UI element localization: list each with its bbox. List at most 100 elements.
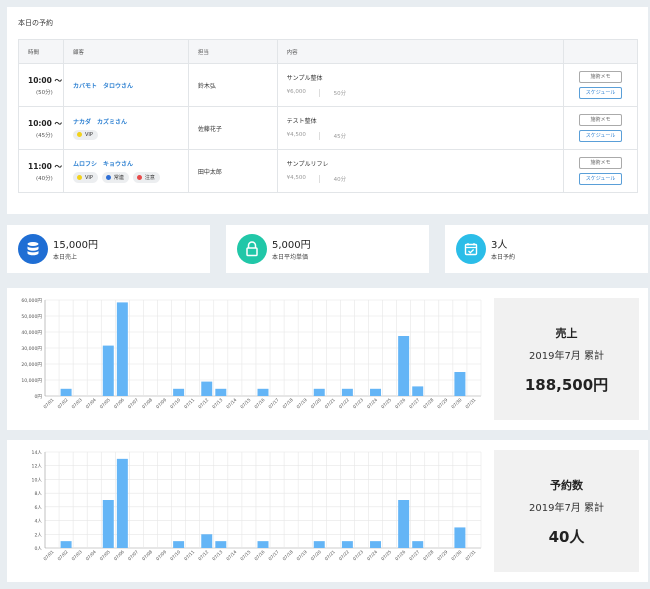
bar xyxy=(398,336,410,396)
schedule-button[interactable]: スケジュール xyxy=(579,130,623,142)
x-tick-label: 07/13 xyxy=(211,397,224,410)
customer-name-link[interactable]: カバモト タロウさん xyxy=(72,82,133,90)
bar xyxy=(398,500,410,548)
x-tick-label: 07/18 xyxy=(282,549,295,562)
customer-name-link[interactable]: ナカダ カズミさん xyxy=(72,118,127,126)
service-name: サンプルリフレ xyxy=(286,161,329,168)
col-content-header: 内容 xyxy=(276,39,565,64)
stat-card-sales: 15,000円 本日売上 xyxy=(7,225,210,273)
customer-name-link[interactable]: ムロフシ キョウさん xyxy=(72,161,133,168)
col-customer-header: 顧客 xyxy=(62,39,189,64)
y-tick-label: 6人 xyxy=(34,505,42,511)
actions-cell: 施術メモスケジュール xyxy=(563,106,638,150)
summary-title: 売上 xyxy=(555,327,578,340)
x-tick-label: 07/25 xyxy=(380,549,393,562)
staff-cell: 佐藤花子 xyxy=(187,106,278,150)
schedule-button[interactable]: スケジュール xyxy=(579,87,623,99)
time-cell: 10:00 〜 (50分) xyxy=(18,63,64,107)
bar xyxy=(412,386,424,396)
calendar-check-icon xyxy=(456,234,486,264)
stat-value: 5,000円 xyxy=(272,240,311,251)
x-tick-label: 07/03 xyxy=(71,549,84,562)
y-tick-label: 10人 xyxy=(32,477,43,483)
x-tick-label: 07/16 xyxy=(253,397,266,410)
bar xyxy=(313,541,325,548)
bar xyxy=(116,302,128,396)
customer-tags: VIP 常連 注意 xyxy=(72,172,188,183)
bar xyxy=(412,541,424,548)
y-tick-label: 20,000円 xyxy=(21,362,42,368)
tag-label: VIP xyxy=(84,131,93,138)
bar xyxy=(60,541,72,548)
x-tick-label: 07/29 xyxy=(436,397,449,410)
table-row: 10:00 〜 (45分) ナカダ カズミさん VIP 佐藤花子 テスト整体 ¥4,500 4… xyxy=(18,106,638,150)
panel-title: 本日の予約 xyxy=(18,19,53,27)
service-minutes: 45分 xyxy=(333,134,347,140)
treatment-memo-button[interactable]: 施術メモ xyxy=(579,157,623,169)
customer-tag: VIP xyxy=(72,172,98,183)
lock-icon xyxy=(237,234,267,264)
x-tick-label: 07/22 xyxy=(338,397,351,410)
customer-cell: ナカダ カズミさん VIP xyxy=(62,106,189,150)
service-details: ¥4,500 40分 xyxy=(287,175,563,183)
reservations-table: 時間 顧客 担当 内容 10:00 〜 (50分) カバモト タロウさん 鈴木弘 サンプ… xyxy=(18,39,638,193)
x-tick-label: 07/07 xyxy=(127,549,140,562)
stat-card-bookings: 3人 本日予約 xyxy=(445,225,648,273)
reservation-time: 10:00 〜 xyxy=(28,118,62,128)
x-tick-label: 07/15 xyxy=(239,397,252,410)
staff-name: 佐藤花子 xyxy=(197,125,222,133)
x-tick-label: 07/16 xyxy=(253,549,266,562)
reservation-time: 10:00 〜 xyxy=(28,75,62,85)
treatment-memo-button[interactable]: 施術メモ xyxy=(579,114,623,126)
bar xyxy=(370,541,382,548)
x-tick-label: 07/28 xyxy=(422,397,435,410)
reservation-time: 11:00 〜 xyxy=(28,161,62,171)
schedule-button[interactable]: スケジュール xyxy=(579,173,623,185)
x-tick-label: 07/13 xyxy=(211,549,224,562)
y-tick-label: 12人 xyxy=(32,464,43,470)
x-tick-label: 07/26 xyxy=(394,549,407,562)
summary-title: 予約数 xyxy=(550,479,583,492)
actions-cell: 施術メモスケジュール xyxy=(563,63,638,107)
bar xyxy=(341,541,353,548)
content-cell: サンプルリフレ ¥4,500 40分 xyxy=(276,149,565,193)
staff-cell: 田中太郎 xyxy=(187,149,278,193)
y-tick-label: 4人 xyxy=(34,519,42,525)
x-tick-label: 07/06 xyxy=(113,549,126,562)
x-tick-label: 07/26 xyxy=(394,397,407,410)
col-time-header: 時間 xyxy=(18,39,64,64)
x-tick-label: 07/19 xyxy=(296,549,309,562)
x-tick-label: 07/19 xyxy=(296,397,309,410)
x-tick-label: 07/22 xyxy=(338,549,351,562)
x-tick-label: 07/05 xyxy=(99,549,112,562)
treatment-memo-button[interactable]: 施術メモ xyxy=(579,71,623,83)
customer-cell: カバモト タロウさん xyxy=(62,63,189,107)
tag-dot-icon xyxy=(136,175,142,180)
x-tick-label: 07/04 xyxy=(85,549,98,562)
x-tick-label: 07/27 xyxy=(408,397,421,410)
time-cell: 11:00 〜 (40分) xyxy=(18,149,64,193)
stat-label: 本日平均単価 xyxy=(272,254,309,261)
stat-value: 15,000円 xyxy=(53,240,98,251)
bar xyxy=(201,534,213,548)
bar xyxy=(173,388,185,396)
x-tick-label: 07/17 xyxy=(267,549,280,562)
x-tick-label: 07/02 xyxy=(57,549,70,562)
y-tick-label: 40,000円 xyxy=(21,330,42,336)
actions-cell: 施術メモスケジュール xyxy=(563,149,638,193)
reservation-duration: (50分) xyxy=(36,89,53,96)
x-tick-label: 07/14 xyxy=(225,397,238,410)
tag-dot-icon xyxy=(105,175,111,180)
bar xyxy=(201,381,213,396)
x-tick-label: 07/12 xyxy=(197,549,210,562)
tag-label: 常連 xyxy=(113,175,124,181)
bar xyxy=(257,541,269,548)
bar xyxy=(102,500,114,548)
x-tick-label: 07/08 xyxy=(141,397,154,410)
customer-tag: 常連 xyxy=(101,172,129,183)
x-tick-label: 07/02 xyxy=(57,397,70,410)
staff-name: 田中太郎 xyxy=(197,168,222,176)
service-name: サンプル整体 xyxy=(286,75,323,82)
y-tick-label: 14人 xyxy=(32,450,43,456)
customer-tag: VIP xyxy=(72,129,98,140)
